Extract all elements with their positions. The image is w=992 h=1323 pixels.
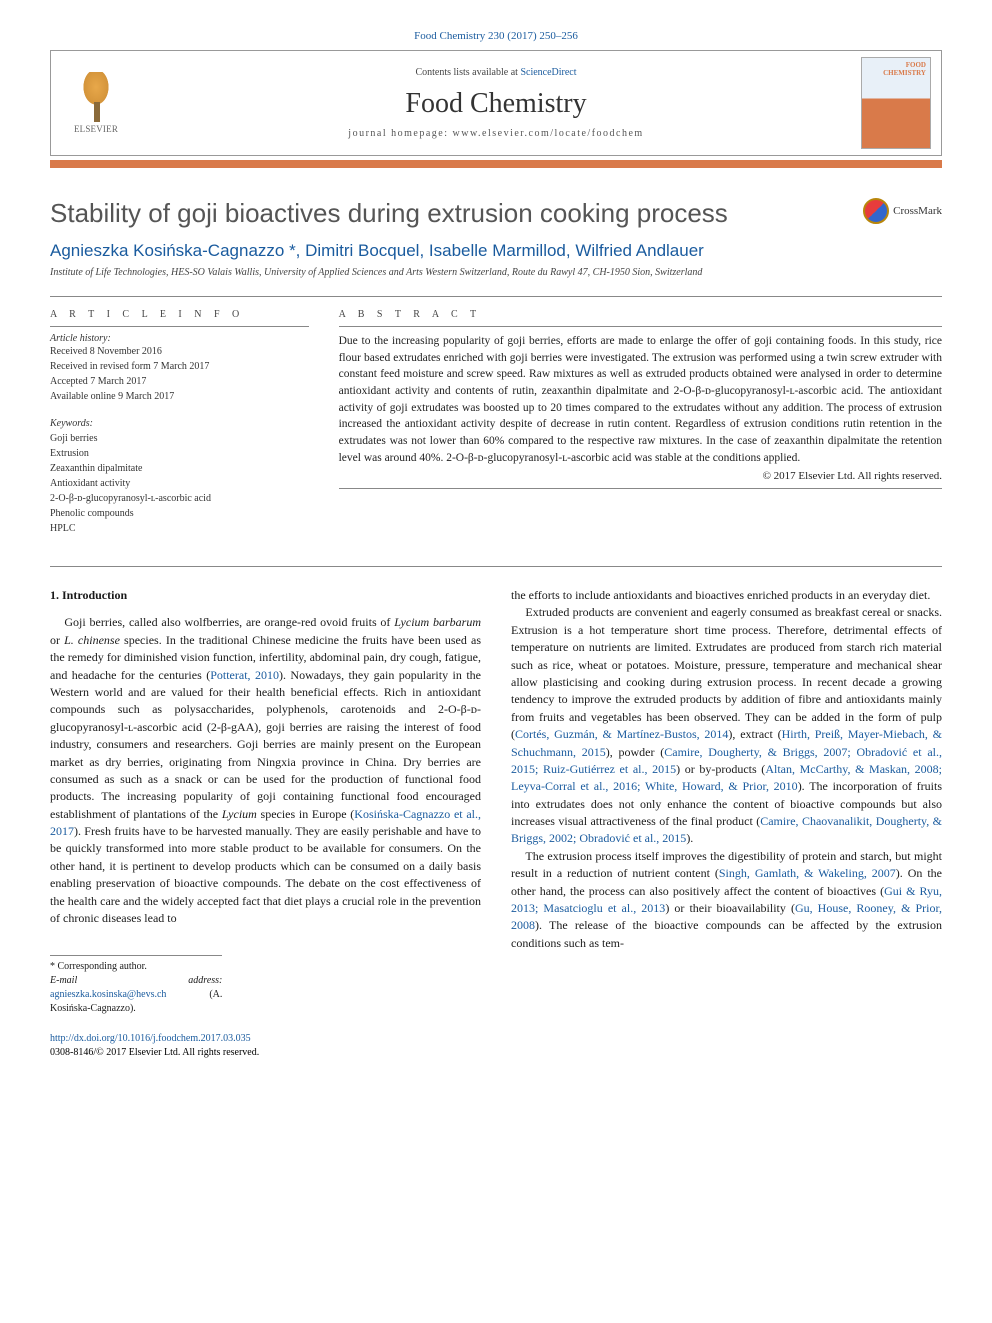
body-paragraph-continuation: the efforts to include antioxidants and …	[511, 587, 942, 604]
email-label: E-mail address:	[50, 975, 222, 986]
corresponding-note: * Corresponding author.	[50, 960, 222, 974]
journal-cover-thumbnail	[861, 57, 931, 149]
contents-line: Contents lists available at ScienceDirec…	[141, 67, 851, 78]
info-abstract-row: A R T I C L E I N F O Article history: R…	[50, 309, 942, 536]
email-line: E-mail address: agnieszka.kosinska@hevs.…	[50, 974, 222, 1016]
keyword-item: Goji berries	[50, 431, 309, 446]
body-columns: 1. Introduction Goji berries, called als…	[50, 587, 942, 1016]
title-row: Stability of goji bioactives during extr…	[50, 198, 942, 229]
doi-link[interactable]: http://dx.doi.org/10.1016/j.foodchem.201…	[50, 1033, 251, 1044]
divider	[50, 296, 942, 297]
authors: Agnieszka Kosińska-Cagnazzo *, Dimitri B…	[50, 241, 942, 261]
citation-link[interactable]: Potterat, 2010	[210, 668, 279, 682]
keyword-item: Antioxidant activity	[50, 476, 309, 491]
header-center: Contents lists available at ScienceDirec…	[141, 57, 851, 149]
keyword-item: 2-O-β-ᴅ-glucopyranosyl-ʟ-ascorbic acid	[50, 491, 309, 506]
elsevier-tree-icon	[71, 72, 121, 122]
crossmark-badge[interactable]: CrossMark	[863, 198, 942, 224]
homepage-url: www.elsevier.com/locate/foodchem	[453, 128, 644, 139]
paper-title: Stability of goji bioactives during extr…	[50, 198, 728, 229]
footer: http://dx.doi.org/10.1016/j.foodchem.201…	[50, 1032, 942, 1060]
footnote-block: * Corresponding author. E-mail address: …	[50, 955, 222, 1016]
article-info: A R T I C L E I N F O Article history: R…	[50, 309, 309, 536]
history-label: Article history:	[50, 333, 309, 344]
left-column: 1. Introduction Goji berries, called als…	[50, 587, 481, 1016]
citation-link[interactable]: Singh, Gamlath, & Wakeling, 2007	[719, 866, 896, 880]
history-item: Received in revised form 7 March 2017	[50, 359, 309, 374]
crossmark-label: CrossMark	[893, 205, 942, 217]
affiliation: Institute of Life Technologies, HES-SO V…	[50, 267, 942, 278]
right-column: the efforts to include antioxidants and …	[511, 587, 942, 1016]
keyword-item: Zeaxanthin dipalmitate	[50, 461, 309, 476]
history-item: Available online 9 March 2017	[50, 389, 309, 404]
top-citation: Food Chemistry 230 (2017) 250–256	[50, 30, 942, 42]
history-item: Received 8 November 2016	[50, 344, 309, 359]
keywords-label: Keywords:	[50, 418, 309, 429]
divider	[50, 566, 942, 567]
sciencedirect-link[interactable]: ScienceDirect	[520, 67, 576, 78]
keyword-item: Phenolic compounds	[50, 506, 309, 521]
keyword-item: HPLC	[50, 521, 309, 536]
body-paragraph: Goji berries, called also wolfberries, a…	[50, 614, 481, 927]
keyword-item: Extrusion	[50, 446, 309, 461]
publisher-logo: ELSEVIER	[61, 63, 131, 143]
abstract-block: A B S T R A C T Due to the increasing po…	[339, 309, 942, 536]
accent-bar	[50, 160, 942, 168]
section-heading: 1. Introduction	[50, 587, 481, 604]
page: Food Chemistry 230 (2017) 250–256 ELSEVI…	[0, 0, 992, 1100]
abstract-header: A B S T R A C T	[339, 309, 942, 320]
body-paragraph: Extruded products are convenient and eag…	[511, 604, 942, 847]
publisher-name: ELSEVIER	[74, 124, 118, 134]
crossmark-icon	[863, 198, 889, 224]
article-info-header: A R T I C L E I N F O	[50, 309, 309, 320]
history-item: Accepted 7 March 2017	[50, 374, 309, 389]
email-link[interactable]: agnieszka.kosinska@hevs.ch	[50, 989, 166, 1000]
citation-link[interactable]: Cortés, Guzmán, & Martínez-Bustos, 2014	[515, 727, 728, 741]
copyright-line: © 2017 Elsevier Ltd. All rights reserved…	[339, 470, 942, 482]
author-link[interactable]: Agnieszka Kosińska-Cagnazzo *, Dimitri B…	[50, 241, 704, 260]
issn-copyright: 0308-8146/© 2017 Elsevier Ltd. All right…	[50, 1047, 259, 1058]
homepage-line: journal homepage: www.elsevier.com/locat…	[141, 128, 851, 139]
abstract-text: Due to the increasing popularity of goji…	[339, 333, 942, 466]
contents-prefix: Contents lists available at	[415, 67, 520, 78]
homepage-prefix: journal homepage:	[348, 128, 452, 139]
journal-name: Food Chemistry	[141, 88, 851, 120]
body-paragraph: The extrusion process itself improves th…	[511, 848, 942, 952]
journal-header: ELSEVIER Contents lists available at Sci…	[50, 50, 942, 156]
